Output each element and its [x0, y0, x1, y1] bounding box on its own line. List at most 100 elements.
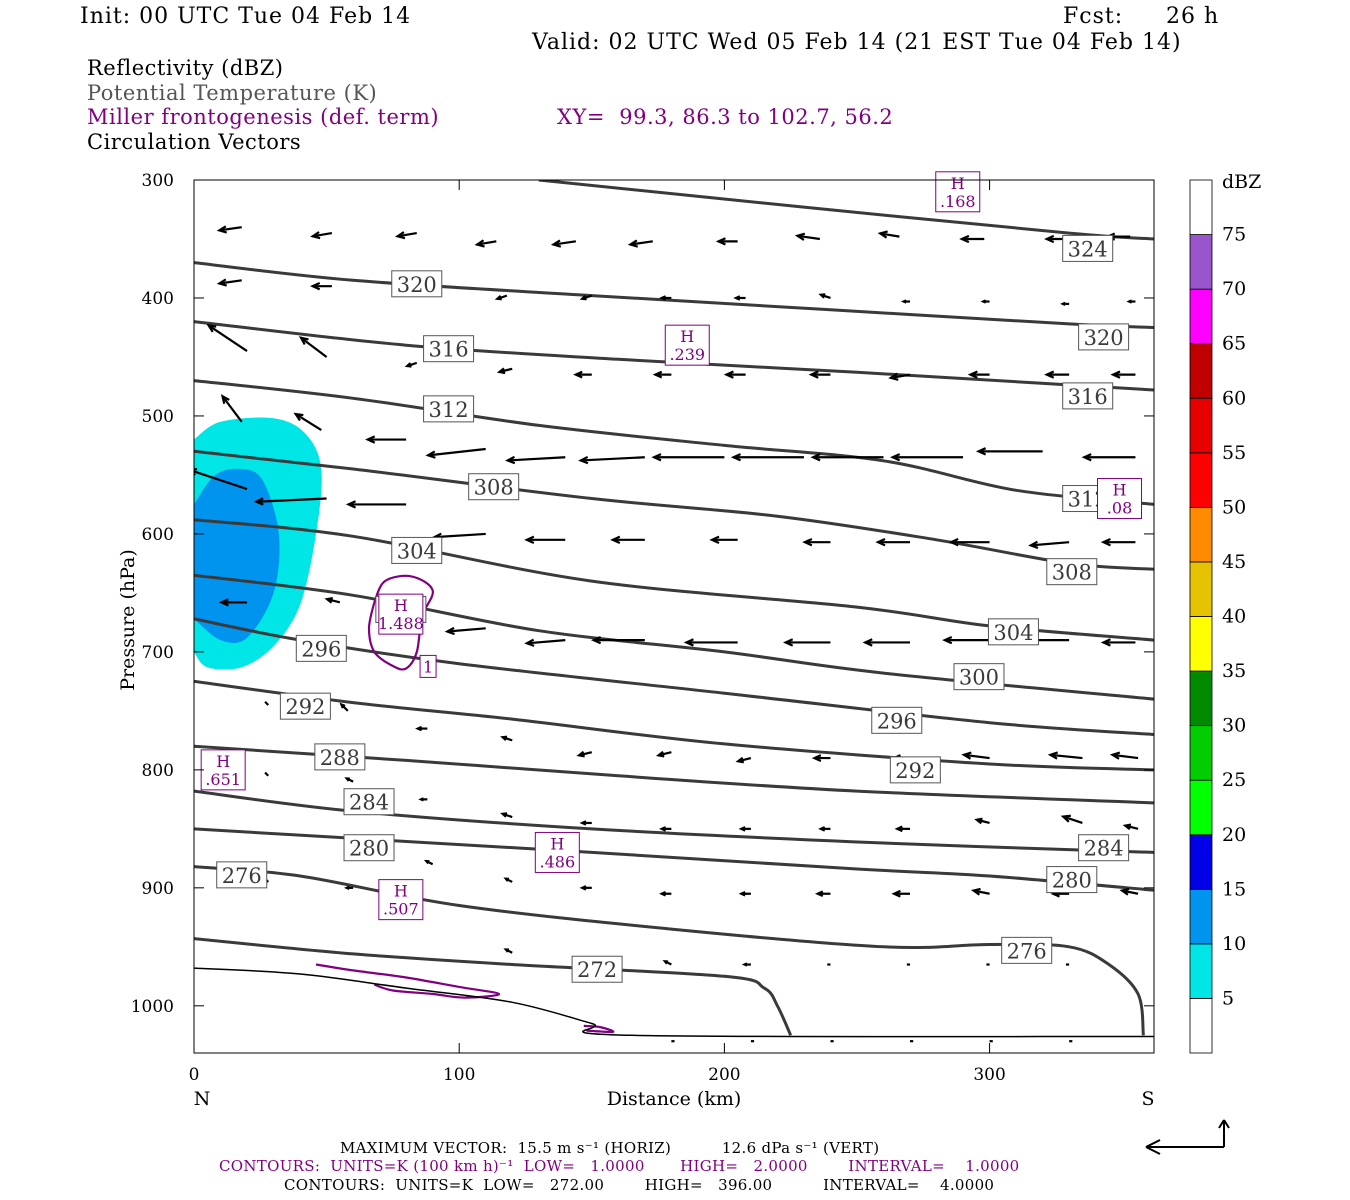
circulation-vector [627, 239, 653, 248]
circulation-vector [579, 820, 592, 826]
circulation-vector [418, 797, 428, 802]
isentrope-324 [538, 180, 1154, 241]
vector-head [524, 535, 535, 544]
vector-head [723, 370, 734, 379]
circulation-vector [1028, 540, 1070, 549]
isentrope-label-box [1062, 234, 1114, 262]
vector-head [814, 890, 824, 898]
fronto-maximum: H.486 [534, 831, 580, 873]
isentrope-label-box [1046, 866, 1098, 894]
circulation-vector [889, 453, 964, 462]
vector-shaft [312, 232, 333, 238]
colorbar-swatch [1189, 670, 1213, 727]
circulation-vector [1044, 370, 1070, 379]
vector-head [1126, 299, 1133, 304]
circulation-vector [659, 295, 672, 301]
vector-head [444, 626, 455, 636]
fronto-contour-label: 1 [423, 657, 433, 676]
vector-head [344, 885, 350, 890]
fronto-maximum-marker: H [216, 752, 230, 771]
circulation-vector [802, 538, 831, 547]
fronto-maximum-value: .239 [669, 345, 705, 364]
circulation-vector [206, 323, 248, 352]
vector-head [1100, 638, 1111, 647]
vector-head [576, 750, 585, 758]
vector-shaft [1062, 815, 1083, 824]
vector-shaft [427, 447, 486, 457]
colorbar-swatch [1189, 288, 1213, 345]
vector-head [782, 638, 794, 647]
circulation-vector [610, 535, 645, 544]
isentrope-label-304: 304 [391, 536, 443, 564]
forecast-label: Fcst: [1063, 4, 1124, 29]
vector-head [415, 725, 423, 732]
isentrope-label-box [391, 270, 443, 298]
colorbar-swatch [1189, 561, 1213, 617]
vector-head [339, 702, 346, 709]
fronto-maximum-value: .168 [940, 192, 976, 211]
legend-vectors: Circulation Vectors [87, 130, 302, 154]
vector-head [344, 777, 350, 782]
vector-shaft [208, 324, 248, 352]
legend-frontogenesis: Miller frontogenesis (def. term) [87, 105, 440, 129]
fronto-maximum-box [378, 879, 424, 921]
vector-head [974, 817, 983, 825]
circulation-vector [891, 889, 911, 898]
vector-shaft [1050, 753, 1083, 760]
fronto-maximum-box [664, 324, 710, 366]
vector-head [652, 370, 663, 379]
isentrope-label-text: 292 [895, 759, 935, 783]
vector-shaft [300, 336, 328, 358]
vector-head [1060, 301, 1066, 307]
isentrope-label-316: 316 [1062, 382, 1114, 410]
isentrope-label-text: 284 [349, 791, 389, 815]
circulation-vector [253, 497, 327, 506]
circulation-vector [344, 777, 354, 783]
isentrope-label-text: 316 [1068, 385, 1108, 409]
circulation-vector [474, 239, 497, 248]
circulation-vector [1047, 751, 1083, 760]
colorbar-level-label: 60 [1222, 387, 1246, 409]
vector-head [810, 453, 821, 462]
vector-shaft [973, 889, 990, 895]
vector-head [610, 535, 621, 544]
circulation-vector [733, 295, 746, 301]
vector-head [503, 877, 510, 882]
circulation-vector [524, 638, 566, 647]
circulation-vector [573, 370, 592, 379]
isentrope-label-box [314, 743, 366, 771]
plot-frame [193, 179, 1155, 1054]
isentrope-label-text: 276 [222, 864, 262, 888]
fronto-maximum: H.08 [1097, 478, 1143, 520]
circulation-vector [975, 447, 1043, 456]
isentrope-label-box [1062, 382, 1114, 410]
vector-shaft [580, 456, 645, 462]
y-tick-label: 900 [142, 879, 174, 899]
circulation-vector [1060, 814, 1083, 824]
vector-head [579, 294, 587, 301]
vector-head [808, 370, 819, 379]
vector-shaft [256, 497, 327, 503]
vector-head [651, 453, 662, 462]
y-tick-label: 500 [142, 407, 174, 427]
colorbar-level-label: 65 [1222, 333, 1246, 355]
vector-shaft [890, 373, 911, 379]
contour-labels: 324 320 316 312 308 304 300 296 292 288 284 280 276 2… [200, 171, 1143, 983]
circulation-vector [811, 754, 831, 762]
vector-shaft [526, 638, 566, 645]
vector-head [627, 239, 639, 248]
isentrope-label-text: 296 [877, 709, 917, 733]
circulation-vector [967, 370, 990, 379]
circulation-vector [942, 635, 990, 645]
x-tick-label: 300 [973, 1065, 1005, 1085]
isentropes [194, 180, 1154, 1036]
vector-head [818, 826, 826, 832]
isentrope-272 [194, 937, 793, 1036]
isentrope-label-296: 296 [871, 706, 923, 734]
vector-head [975, 447, 987, 456]
isentrope-label-box [1078, 323, 1130, 351]
isentrope-label-box [1078, 834, 1130, 862]
circulation-vector [723, 370, 746, 379]
vector-head [1110, 370, 1121, 379]
